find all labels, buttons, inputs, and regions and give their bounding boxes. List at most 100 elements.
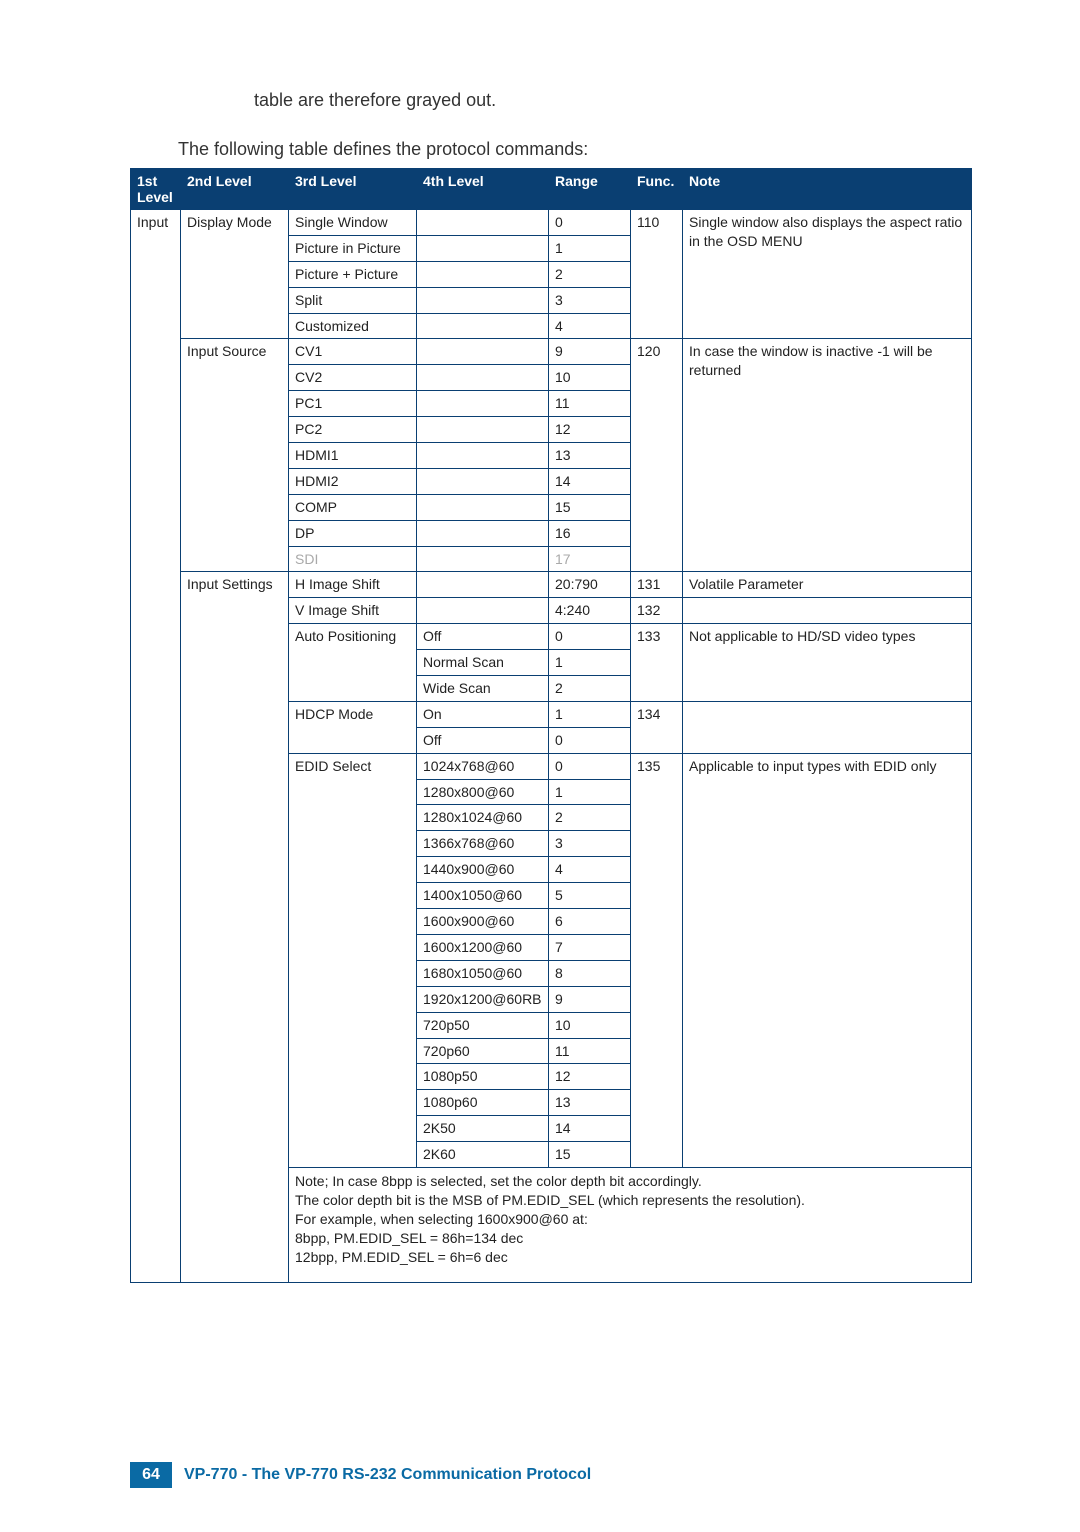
cell-func: 120 — [631, 339, 683, 572]
footnote-line: Note; In case 8bpp is selected, set the … — [295, 1173, 702, 1189]
cell-4th: Normal Scan — [417, 650, 549, 676]
cell-4th — [417, 572, 549, 598]
cell-func: 110 — [631, 210, 683, 339]
cell-range-grayed: 17 — [549, 546, 631, 572]
cell-range: 3 — [549, 287, 631, 313]
cell-3rd: Picture + Picture — [289, 261, 417, 287]
cell-4th: 720p60 — [417, 1038, 549, 1064]
cell-4th: 1024x768@60 — [417, 753, 549, 779]
cell-3rd: COMP — [289, 494, 417, 520]
cell-3rd: V Image Shift — [289, 598, 417, 624]
cell-range: 10 — [549, 365, 631, 391]
cell-4th: 1280x1024@60 — [417, 805, 549, 831]
cell-4th — [417, 468, 549, 494]
document-page: table are therefore grayed out. The foll… — [0, 0, 1080, 1532]
intro-text-continuation: table are therefore grayed out. — [254, 90, 972, 111]
cell-note-empty — [683, 909, 972, 1168]
cell-3rd: Auto Positioning — [289, 624, 417, 702]
cell-range: 20:790 — [549, 572, 631, 598]
cell-4th — [417, 391, 549, 417]
cell-3rd: PC2 — [289, 417, 417, 443]
table-row: Input Source CV19 120 In case the window… — [131, 339, 972, 365]
cell-range: 2 — [549, 261, 631, 287]
cell-range: 12 — [549, 417, 631, 443]
cell-4th — [417, 339, 549, 365]
cell-4th: 2K50 — [417, 1116, 549, 1142]
cell-note: Not applicable to HD/SD video types — [683, 624, 972, 702]
cell-note — [683, 598, 972, 624]
cell-range: 1 — [549, 779, 631, 805]
cell-4th — [417, 417, 549, 443]
footnote-line: 12bpp, PM.EDID_SEL = 6h=6 dec — [295, 1249, 508, 1265]
cell-3rd: DP — [289, 520, 417, 546]
cell-4th — [417, 598, 549, 624]
cell-4th: 1920x1200@60RB — [417, 986, 549, 1012]
cell-4th: 1080p60 — [417, 1090, 549, 1116]
col-range: Range — [549, 169, 631, 210]
cell-4th: 1680x1050@60 — [417, 960, 549, 986]
cell-range: 1 — [549, 235, 631, 261]
cell-range: 14 — [549, 1116, 631, 1142]
cell-4th: 720p50 — [417, 1012, 549, 1038]
cell-range: 13 — [549, 1090, 631, 1116]
col-3rd-level: 3rd Level — [289, 169, 417, 210]
cell-range: 1 — [549, 701, 631, 727]
cell-4th: On — [417, 701, 549, 727]
cell-range: 8 — [549, 960, 631, 986]
cell-range: 2 — [549, 805, 631, 831]
cell-3rd: CV2 — [289, 365, 417, 391]
cell-4th: 1280x800@60 — [417, 779, 549, 805]
footnote-line: For example, when selecting 1600x900@60 … — [295, 1211, 588, 1227]
cell-range: 16 — [549, 520, 631, 546]
cell-2nd-level: Input Settings — [181, 572, 289, 1283]
cell-4th: Wide Scan — [417, 676, 549, 702]
cell-3rd: Single Window — [289, 210, 417, 236]
cell-4th — [417, 210, 549, 236]
footnote-line: 8bpp, PM.EDID_SEL = 86h=134 dec — [295, 1230, 523, 1246]
cell-note — [683, 701, 972, 753]
cell-range: 1 — [549, 650, 631, 676]
cell-4th: 1080p50 — [417, 1064, 549, 1090]
cell-range: 0 — [549, 210, 631, 236]
cell-range: 14 — [549, 468, 631, 494]
cell-func: 132 — [631, 598, 683, 624]
cell-range: 13 — [549, 443, 631, 469]
cell-range: 11 — [549, 391, 631, 417]
cell-4th: 2K60 — [417, 1142, 549, 1168]
cell-3rd: HDCP Mode — [289, 701, 417, 753]
cell-range: 9 — [549, 986, 631, 1012]
cell-4th — [417, 235, 549, 261]
cell-4th — [417, 313, 549, 339]
cell-range: 4:240 — [549, 598, 631, 624]
table-row: Input Display Mode Single Window 0 110 S… — [131, 210, 972, 236]
cell-4th — [417, 287, 549, 313]
cell-3rd: EDID Select — [289, 753, 417, 1167]
cell-4th: 1400x1050@60 — [417, 883, 549, 909]
cell-1st-level: Input — [131, 210, 181, 1283]
cell-func: 135 — [631, 753, 683, 1167]
cell-4th: 1600x900@60 — [417, 909, 549, 935]
col-2nd-level: 2nd Level — [181, 169, 289, 210]
cell-3rd: HDMI1 — [289, 443, 417, 469]
table-footnote: Note; In case 8bpp is selected, set the … — [289, 1167, 972, 1282]
cell-3rd: H Image Shift — [289, 572, 417, 598]
cell-4th — [417, 546, 549, 572]
footnote-line: The color depth bit is the MSB of PM.EDI… — [295, 1192, 805, 1208]
table-row: Input Settings H Image Shift20:790131Vol… — [131, 572, 972, 598]
cell-4th: 1366x768@60 — [417, 831, 549, 857]
cell-4th: 1600x1200@60 — [417, 934, 549, 960]
cell-2nd-level: Display Mode — [181, 210, 289, 339]
cell-range: 4 — [549, 313, 631, 339]
cell-3rd: Customized — [289, 313, 417, 339]
cell-4th — [417, 261, 549, 287]
col-note: Note — [683, 169, 972, 210]
table-caption: The following table defines the protocol… — [178, 139, 972, 160]
cell-func: 134 — [631, 701, 683, 753]
cell-3rd-grayed: SDI — [289, 546, 417, 572]
cell-range: 2 — [549, 676, 631, 702]
cell-range: 12 — [549, 1064, 631, 1090]
cell-4th — [417, 520, 549, 546]
cell-3rd: Split — [289, 287, 417, 313]
cell-4th — [417, 365, 549, 391]
cell-range: 15 — [549, 1142, 631, 1168]
